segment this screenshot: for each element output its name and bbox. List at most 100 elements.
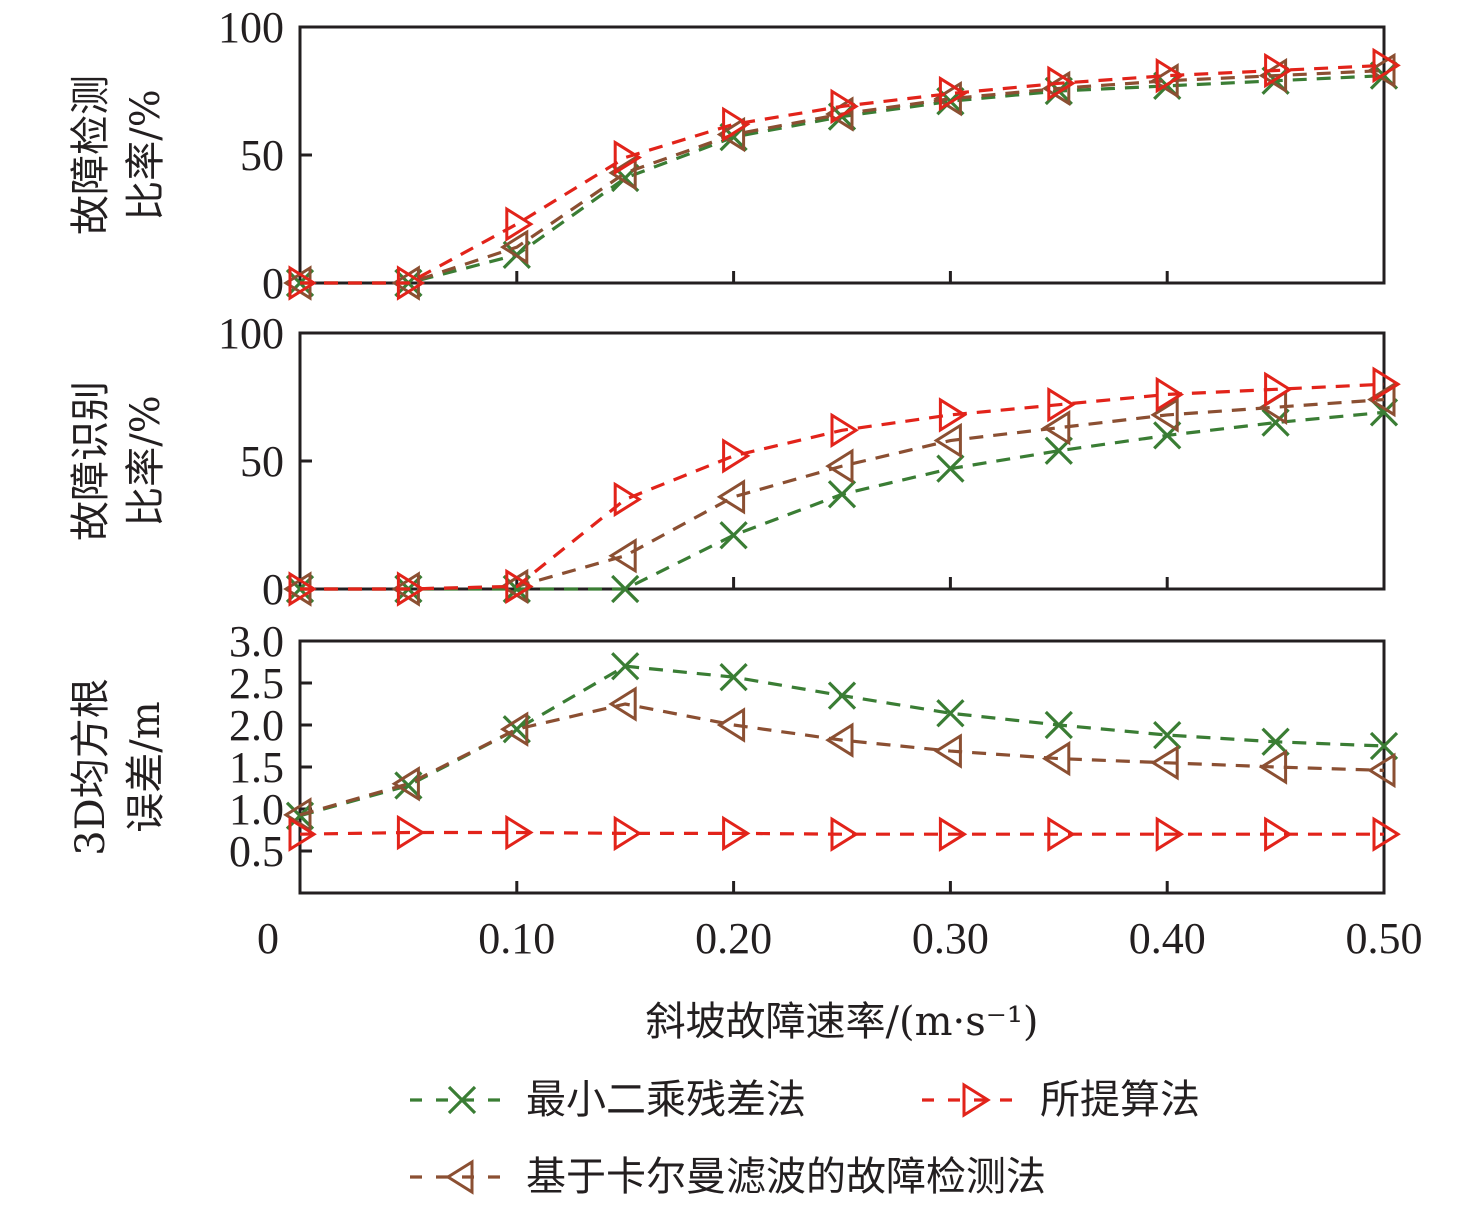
panel-3-point-proposed [938,816,968,852]
panel-1-series-kalman [283,52,1396,301]
panel-1-point-proposed [505,206,534,242]
panel-2-y-tick-label: 100 [218,309,284,358]
panel-2-point-kalman [716,479,746,515]
panel-2-y-tick-label: 50 [240,437,284,486]
panel-3-point-kalman [1150,745,1179,781]
panel-3: 0.51.01.52.02.53.0 3D均方根 误差/m [68,617,1401,895]
panel-3-point-kalman [933,733,962,769]
panel-1-point-kalman [391,265,420,301]
panel-3-point-ls [827,681,857,710]
x-axis-title: 斜坡故障速率/(m·s⁻¹) [645,999,1038,1045]
panel-2-point-proposed [1372,366,1401,402]
panel-2-point-proposed [1155,376,1185,413]
legend-label-proposed: 所提算法 [1040,1077,1200,1123]
panel-3-point-ls [611,652,640,681]
panel-1-point-proposed [830,88,859,125]
panel-3-point-kalman [716,707,746,743]
panel-1-y-tick-label: 100 [218,3,284,52]
panel-3-series-proposed [288,814,1401,852]
panel-1-point-proposed [1155,57,1185,94]
panel-1-point-proposed [722,106,751,142]
legend-marker-proposed [962,1082,991,1118]
panel-2-series-proposed [288,366,1401,607]
legend-item-proposed: 所提算法 [922,1077,1200,1123]
panel-2-point-proposed [396,571,426,607]
panel-2-point-proposed [505,568,534,605]
panel-2-point-kalman [499,568,529,605]
x-tick-label: 0.50 [1346,914,1423,963]
legend-marker-kalman [445,1159,474,1195]
panel-1-y-axis-title-line-1: 故障检测 [68,75,114,235]
panel-1-frame [298,25,1386,285]
x-tick-labels: 0 0.10 0.20 0.30 0.40 0.50 [257,914,1423,963]
panel-1-point-kalman [1150,63,1179,99]
x-tick-label: 0.40 [1129,914,1206,963]
panel-3-y-tick-label: 2.5 [229,659,284,708]
legend-label-ls: 最小二乘残差法 [526,1077,806,1123]
panel-2-point-kalman [1367,381,1396,418]
panel-2-point-kalman [825,448,854,484]
panel-2-point-kalman [608,538,637,574]
panel-3-y-tick-label: 0.5 [229,827,284,876]
panel-3-point-kalman [1041,740,1071,777]
panel-1-y-tick-label: 50 [240,131,284,180]
panel-3-point-proposed [505,814,534,851]
panel-1-point-proposed [938,75,968,112]
x-tick-label: 0 [257,914,279,963]
panel-1-point-proposed [1047,65,1076,102]
panel-1-point-kalman [499,229,529,265]
panel-2-frame [298,331,1386,591]
panel-2-point-kalman [1041,410,1071,446]
panel-2-point-ls [936,454,965,483]
panel-3-point-kalman [1367,752,1396,789]
legend-marker-ls [447,1085,477,1115]
panel-2-point-ls [611,574,640,604]
panel-3-y-axis-title-line-1: 3D均方根 [68,678,114,856]
panel-3-point-kalman [825,722,854,758]
panel-1-y-axis-title-line-2: 比率/% [123,89,169,220]
panel-1-point-kalman [1258,57,1288,94]
panel-1-y-tick-label: 0 [262,259,284,308]
panel-2-point-proposed [722,438,751,474]
panel-2-point-proposed [1047,386,1076,423]
panel-2-point-kalman [391,571,420,607]
panel-3-y-tick-label: 1.5 [229,743,284,792]
panel-2-point-ls [827,480,857,509]
panel-1-point-kalman [1367,52,1396,89]
panel-1-point-kalman [608,155,637,191]
panel-3-y-axis-title-line-2: 误差/m [123,701,169,832]
panel-2-point-proposed [288,571,317,607]
panel-3-point-ls [719,662,748,692]
panel-1-point-proposed [396,265,426,301]
panel-3-point-proposed [288,816,317,852]
panel-3-series-kalman [283,686,1396,833]
panel-1-point-kalman [933,80,962,117]
panel-3-point-proposed [1372,816,1401,852]
legend-item-ls: 最小二乘残差法 [410,1077,806,1123]
panel-2-point-proposed [830,412,859,448]
panel-3-point-ls [1261,727,1290,756]
panel-2: 0 50 100 故障识别 比率/% [68,309,1401,614]
panel-3-point-proposed [1264,816,1293,852]
panel-2-point-proposed [938,397,968,433]
panel-3-point-ls [1153,720,1182,750]
panel-3-y-tick-label: 3.0 [229,617,284,666]
x-tick-label: 0.30 [912,914,989,963]
panel-3-y-tick-label: 1.0 [229,785,284,834]
legend-item-kalman: 基于卡尔曼滤波的故障检测法 [410,1154,1046,1200]
panel-1-point-proposed [1264,52,1293,89]
panel-2-point-proposed [1264,371,1293,408]
panel-1-point-proposed [288,265,317,301]
panel-3-line-proposed [299,830,1384,836]
panel-2-point-proposed [613,481,643,518]
x-tick-label: 0.20 [695,914,772,963]
panel-3-point-ls [936,699,965,728]
panel-1-line-proposed [300,63,1385,285]
panel-3-y-tick-label: 2.0 [229,701,284,750]
panel-2-point-ls [719,521,748,550]
panel-3-point-proposed [722,815,751,852]
panel-3-point-proposed [1047,816,1076,852]
panel-3-point-kalman [1258,749,1288,785]
panel-1-line-kalman [300,68,1385,285]
